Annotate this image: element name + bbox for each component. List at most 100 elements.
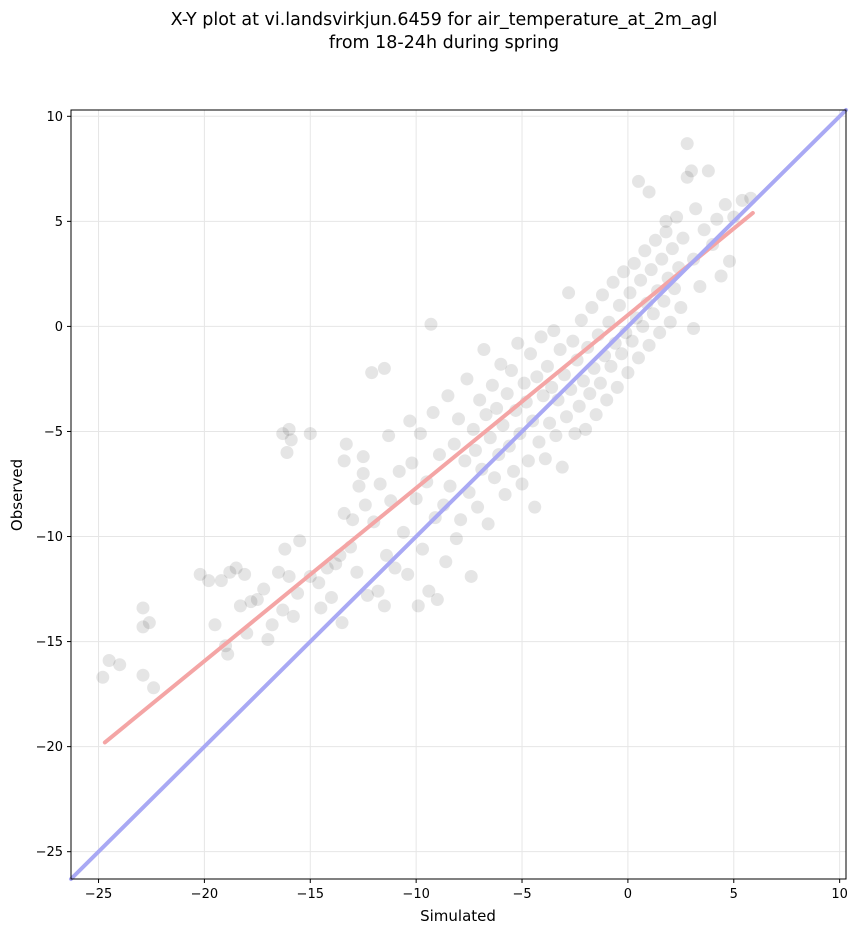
scatter-point <box>392 464 406 478</box>
scatter-point <box>500 387 514 401</box>
scatter-point <box>346 513 360 527</box>
y-axis-ticks: −25 −20 −15 −10 −5 0 5 10 <box>36 110 71 860</box>
scatter-point <box>136 620 150 634</box>
scatter-point <box>663 315 677 329</box>
scatter-point <box>593 376 607 390</box>
y-tick-label: −20 <box>36 740 63 755</box>
scatter-point <box>483 431 497 445</box>
x-tick-label: −20 <box>191 887 218 902</box>
scatter-point <box>193 567 207 581</box>
scatter-point <box>684 164 698 178</box>
scatter-point <box>238 567 252 581</box>
scatter-point <box>555 460 569 474</box>
scatter-point <box>653 326 667 340</box>
scatter-point <box>674 301 688 315</box>
scatter-point <box>401 567 415 581</box>
scatter-point <box>521 454 535 468</box>
scatter-point <box>572 399 586 413</box>
scatter-point <box>615 347 629 361</box>
scatter-point <box>646 307 660 321</box>
scatter-point <box>636 319 650 333</box>
scatter-point <box>377 599 391 613</box>
y-tick-label: −5 <box>44 425 63 440</box>
scatter-point <box>411 599 425 613</box>
scatter-point <box>655 252 669 266</box>
scatter-point <box>559 410 573 424</box>
scatter-point <box>454 513 468 527</box>
scatter-point <box>356 466 370 480</box>
scatter-point <box>665 242 679 256</box>
scatter-point <box>250 593 264 607</box>
scatter-point <box>511 336 525 350</box>
scatter-point <box>642 185 656 199</box>
scatter-point <box>371 584 385 598</box>
scatter-point <box>280 445 294 459</box>
scatter-point <box>464 569 478 583</box>
scatter-point <box>356 450 370 464</box>
scatter-point <box>659 214 673 228</box>
scatter-point <box>373 477 387 491</box>
scatter-point <box>648 233 662 247</box>
scatter-point <box>701 164 715 178</box>
scatter-point <box>439 555 453 569</box>
scatter-point <box>422 584 436 598</box>
scatter-point <box>416 542 430 556</box>
scatter-point <box>424 317 438 331</box>
scatter-point <box>426 406 440 420</box>
scatter-point <box>723 254 737 268</box>
scatter-point <box>350 565 364 579</box>
scatter-point <box>532 435 546 449</box>
scatter-point <box>523 347 537 361</box>
scatter-point <box>574 313 588 327</box>
scatter-point <box>479 408 493 422</box>
scatter-point <box>718 198 732 212</box>
scatter-point <box>638 244 652 258</box>
scatter-point <box>504 364 518 378</box>
scatter-point <box>405 456 419 470</box>
scatter-point <box>600 393 614 407</box>
scatter-point <box>96 670 110 684</box>
scatter-point <box>625 334 639 348</box>
plot-frame <box>70 109 847 880</box>
scatter-point <box>534 330 548 344</box>
x-tick-label: −10 <box>402 887 429 902</box>
scatter-point <box>147 681 161 695</box>
scatter-point <box>396 525 410 539</box>
scatter-point <box>585 301 599 315</box>
scatter-point <box>549 429 563 443</box>
scatter-point <box>113 658 127 672</box>
scatter-point <box>553 343 567 357</box>
scatter-point <box>710 212 724 226</box>
scatter-point <box>303 427 317 441</box>
fit-lines <box>69 108 848 881</box>
y-tick-label: −15 <box>36 635 63 650</box>
scatter-point <box>458 454 472 468</box>
scatter-point <box>617 265 631 279</box>
scatter-point <box>714 269 728 283</box>
scatter-point <box>568 427 582 441</box>
scatter-point <box>223 565 237 579</box>
scatter-point <box>229 561 243 575</box>
scatter-point <box>612 298 626 312</box>
scatter-point <box>473 393 487 407</box>
scatter-point <box>566 334 580 348</box>
scatter-point <box>441 389 455 403</box>
scatter-point <box>403 414 417 428</box>
scatter-point <box>634 273 648 287</box>
scatter-point <box>284 433 298 447</box>
scatter-point <box>432 448 446 462</box>
scatter-point <box>233 599 247 613</box>
scatter-point <box>142 616 156 630</box>
scatter-point <box>358 498 372 512</box>
scatter-point <box>388 561 402 575</box>
scatter-point <box>360 588 374 602</box>
scatter-point <box>547 324 561 338</box>
scatter-point <box>312 576 326 590</box>
scatter-point <box>452 412 465 426</box>
scatter-point <box>485 378 499 392</box>
scatter-point <box>466 422 480 436</box>
scatter-point <box>494 357 508 371</box>
scatter-point <box>329 557 343 571</box>
